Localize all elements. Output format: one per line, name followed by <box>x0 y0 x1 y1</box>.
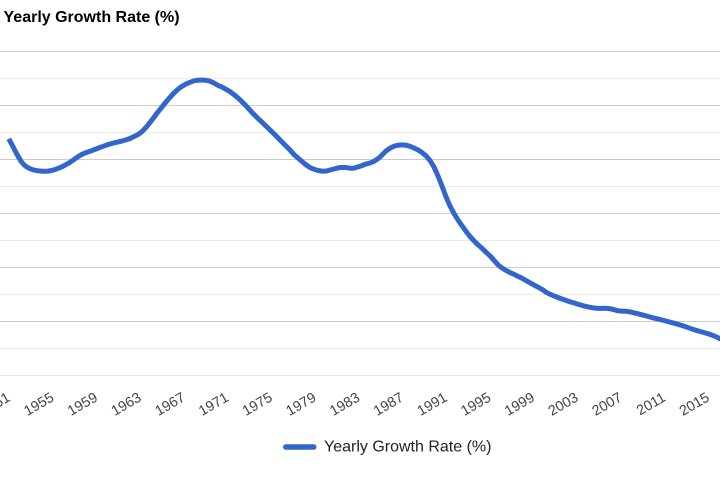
svg-text:Yearly Growth Rate (%): Yearly Growth Rate (%) <box>324 438 491 455</box>
svg-text:Yearly Growth Rate (%): Yearly Growth Rate (%) <box>4 9 180 26</box>
